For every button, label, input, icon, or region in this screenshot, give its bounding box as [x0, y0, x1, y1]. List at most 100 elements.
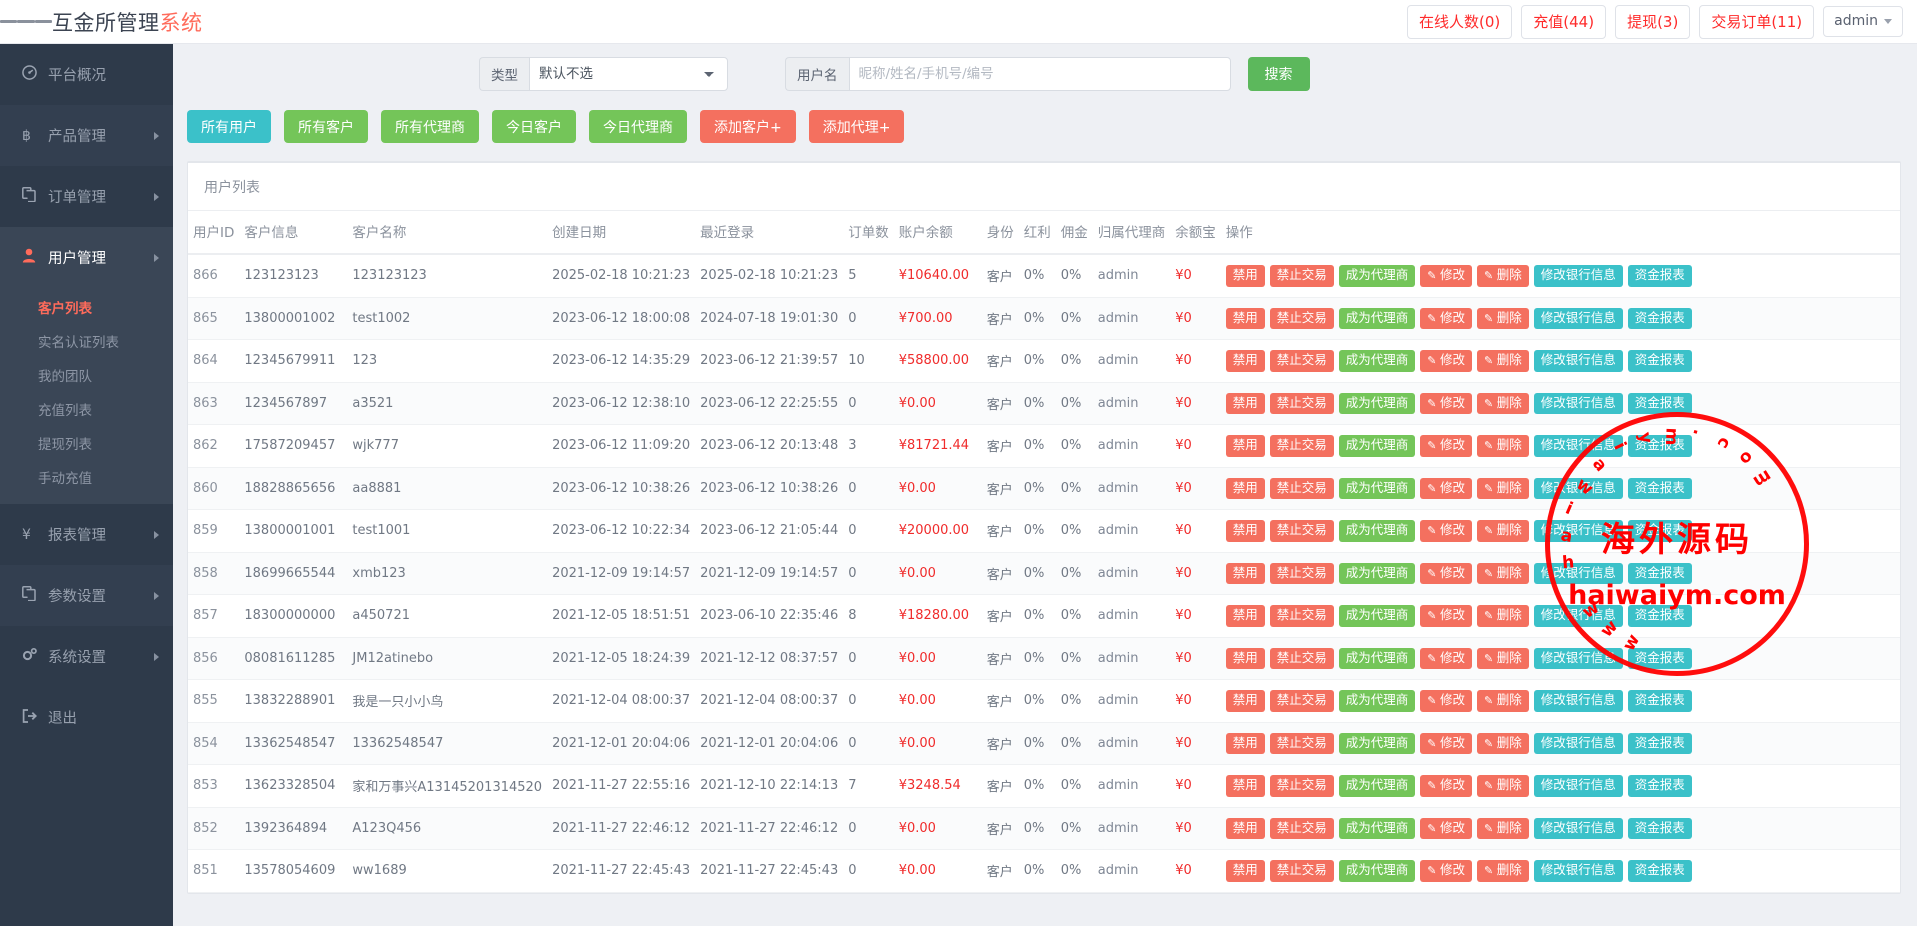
edit-bank-info-button[interactable]: 修改银行信息 — [1533, 732, 1623, 754]
fund-report-button[interactable]: 资金报表 — [1627, 520, 1692, 542]
sidebar-item-recharge-list[interactable]: 充值列表 — [38, 403, 92, 419]
sidebar-item-logout[interactable]: 退出 — [0, 687, 173, 748]
fund-report-button[interactable]: 资金报表 — [1627, 605, 1692, 627]
delete-button[interactable]: ✎ 删除 — [1477, 860, 1529, 882]
owning-agent-cell[interactable]: admin — [1092, 807, 1171, 850]
owning-agent-cell[interactable]: admin — [1092, 679, 1171, 723]
ban-trade-button[interactable]: 禁止交易 — [1269, 605, 1334, 627]
ban-trade-button[interactable]: 禁止交易 — [1269, 817, 1334, 839]
trade-orders-pill[interactable]: 交易订单(11) — [1699, 4, 1815, 39]
owning-agent-cell[interactable]: admin — [1092, 509, 1171, 553]
fund-report-button[interactable]: 资金报表 — [1627, 860, 1692, 882]
fund-report-button[interactable]: 资金报表 — [1627, 265, 1692, 287]
make-agent-button[interactable]: 成为代理商 — [1338, 435, 1416, 457]
make-agent-button[interactable]: 成为代理商 — [1338, 265, 1416, 287]
make-agent-button[interactable]: 成为代理商 — [1338, 605, 1416, 627]
edit-button[interactable]: ✎ 修改 — [1420, 647, 1473, 669]
owning-agent-cell[interactable]: admin — [1092, 467, 1171, 510]
sidebar-item-my-team[interactable]: 我的团队 — [38, 369, 92, 385]
disable-button[interactable]: 禁用 — [1225, 392, 1265, 414]
edit-button[interactable]: ✎ 修改 — [1420, 817, 1473, 839]
owning-agent-cell[interactable]: admin — [1092, 339, 1171, 383]
edit-button[interactable]: ✎ 修改 — [1420, 605, 1473, 627]
fund-report-button[interactable]: 资金报表 — [1627, 775, 1692, 797]
delete-button[interactable]: ✎ 删除 — [1477, 392, 1529, 414]
hamburger-icon[interactable] — [0, 0, 52, 44]
withdraw-pill[interactable]: 提现(3) — [1615, 4, 1691, 39]
owning-agent-cell[interactable]: admin — [1092, 764, 1171, 808]
sidebar-item-user-management[interactable]: 用户管理 — [0, 227, 173, 288]
delete-button[interactable]: ✎ 删除 — [1477, 690, 1529, 712]
owning-agent-cell[interactable]: admin — [1092, 722, 1171, 765]
edit-bank-info-button[interactable]: 修改银行信息 — [1533, 520, 1623, 542]
recharge-pill[interactable]: 充值(44) — [1521, 4, 1607, 39]
disable-button[interactable]: 禁用 — [1225, 690, 1265, 712]
edit-button[interactable]: ✎ 修改 — [1420, 477, 1473, 499]
disable-button[interactable]: 禁用 — [1225, 605, 1265, 627]
type-filter-select[interactable]: 默认不选 — [529, 57, 728, 91]
fund-report-button[interactable]: 资金报表 — [1627, 350, 1692, 372]
sidebar-item-withdraw-list[interactable]: 提现列表 — [38, 437, 92, 453]
ban-trade-button[interactable]: 禁止交易 — [1269, 477, 1334, 499]
ban-trade-button[interactable]: 禁止交易 — [1269, 307, 1334, 329]
sidebar-item-parameter-settings[interactable]: 参数设置 — [0, 565, 173, 626]
all-customers-button[interactable]: 所有客户 — [284, 110, 368, 143]
delete-button[interactable]: ✎ 删除 — [1477, 562, 1529, 584]
user-menu[interactable]: admin — [1823, 6, 1903, 37]
owning-agent-cell[interactable]: admin — [1092, 297, 1171, 340]
disable-button[interactable]: 禁用 — [1225, 562, 1265, 584]
edit-bank-info-button[interactable]: 修改银行信息 — [1533, 562, 1623, 584]
edit-button[interactable]: ✎ 修改 — [1420, 775, 1473, 797]
fund-report-button[interactable]: 资金报表 — [1627, 477, 1692, 499]
delete-button[interactable]: ✎ 删除 — [1477, 605, 1529, 627]
ban-trade-button[interactable]: 禁止交易 — [1269, 435, 1334, 457]
edit-bank-info-button[interactable]: 修改银行信息 — [1533, 392, 1623, 414]
search-button[interactable]: 搜索 — [1247, 57, 1310, 91]
edit-bank-info-button[interactable]: 修改银行信息 — [1533, 860, 1623, 882]
edit-button[interactable]: ✎ 修改 — [1420, 265, 1473, 287]
sidebar-item-system-settings[interactable]: 系统设置 — [0, 626, 173, 687]
delete-button[interactable]: ✎ 删除 — [1477, 265, 1529, 287]
all-users-button[interactable]: 所有用户 — [187, 110, 271, 143]
disable-button[interactable]: 禁用 — [1225, 265, 1265, 287]
edit-button[interactable]: ✎ 修改 — [1420, 860, 1473, 882]
make-agent-button[interactable]: 成为代理商 — [1338, 732, 1416, 754]
make-agent-button[interactable]: 成为代理商 — [1338, 647, 1416, 669]
disable-button[interactable]: 禁用 — [1225, 350, 1265, 372]
sidebar-item-customer-list[interactable]: 客户列表 — [38, 301, 92, 317]
edit-bank-info-button[interactable]: 修改银行信息 — [1533, 605, 1623, 627]
ban-trade-button[interactable]: 禁止交易 — [1269, 265, 1334, 287]
disable-button[interactable]: 禁用 — [1225, 477, 1265, 499]
disable-button[interactable]: 禁用 — [1225, 647, 1265, 669]
edit-bank-info-button[interactable]: 修改银行信息 — [1533, 817, 1623, 839]
owning-agent-cell[interactable]: admin — [1092, 382, 1171, 425]
delete-button[interactable]: ✎ 删除 — [1477, 732, 1529, 754]
edit-button[interactable]: ✎ 修改 — [1420, 307, 1473, 329]
owning-agent-cell[interactable]: admin — [1092, 424, 1171, 468]
edit-bank-info-button[interactable]: 修改银行信息 — [1533, 647, 1623, 669]
owning-agent-cell[interactable]: admin — [1092, 254, 1171, 298]
edit-bank-info-button[interactable]: 修改银行信息 — [1533, 690, 1623, 712]
fund-report-button[interactable]: 资金报表 — [1627, 817, 1692, 839]
sidebar-item-manual-recharge[interactable]: 手动充值 — [38, 471, 92, 487]
sidebar-item-product-management[interactable]: ฿ 产品管理 — [0, 105, 173, 166]
search-input[interactable] — [848, 57, 1231, 91]
ban-trade-button[interactable]: 禁止交易 — [1269, 562, 1334, 584]
ban-trade-button[interactable]: 禁止交易 — [1269, 520, 1334, 542]
ban-trade-button[interactable]: 禁止交易 — [1269, 775, 1334, 797]
disable-button[interactable]: 禁用 — [1225, 860, 1265, 882]
make-agent-button[interactable]: 成为代理商 — [1338, 690, 1416, 712]
delete-button[interactable]: ✎ 删除 — [1477, 520, 1529, 542]
disable-button[interactable]: 禁用 — [1225, 435, 1265, 457]
make-agent-button[interactable]: 成为代理商 — [1338, 520, 1416, 542]
disable-button[interactable]: 禁用 — [1225, 520, 1265, 542]
sidebar-item-platform-overview[interactable]: 平台概况 — [0, 44, 173, 105]
delete-button[interactable]: ✎ 删除 — [1477, 647, 1529, 669]
ban-trade-button[interactable]: 禁止交易 — [1269, 690, 1334, 712]
today-agents-button[interactable]: 今日代理商 — [589, 110, 687, 143]
make-agent-button[interactable]: 成为代理商 — [1338, 562, 1416, 584]
make-agent-button[interactable]: 成为代理商 — [1338, 307, 1416, 329]
delete-button[interactable]: ✎ 删除 — [1477, 350, 1529, 372]
edit-button[interactable]: ✎ 修改 — [1420, 562, 1473, 584]
delete-button[interactable]: ✎ 删除 — [1477, 435, 1529, 457]
